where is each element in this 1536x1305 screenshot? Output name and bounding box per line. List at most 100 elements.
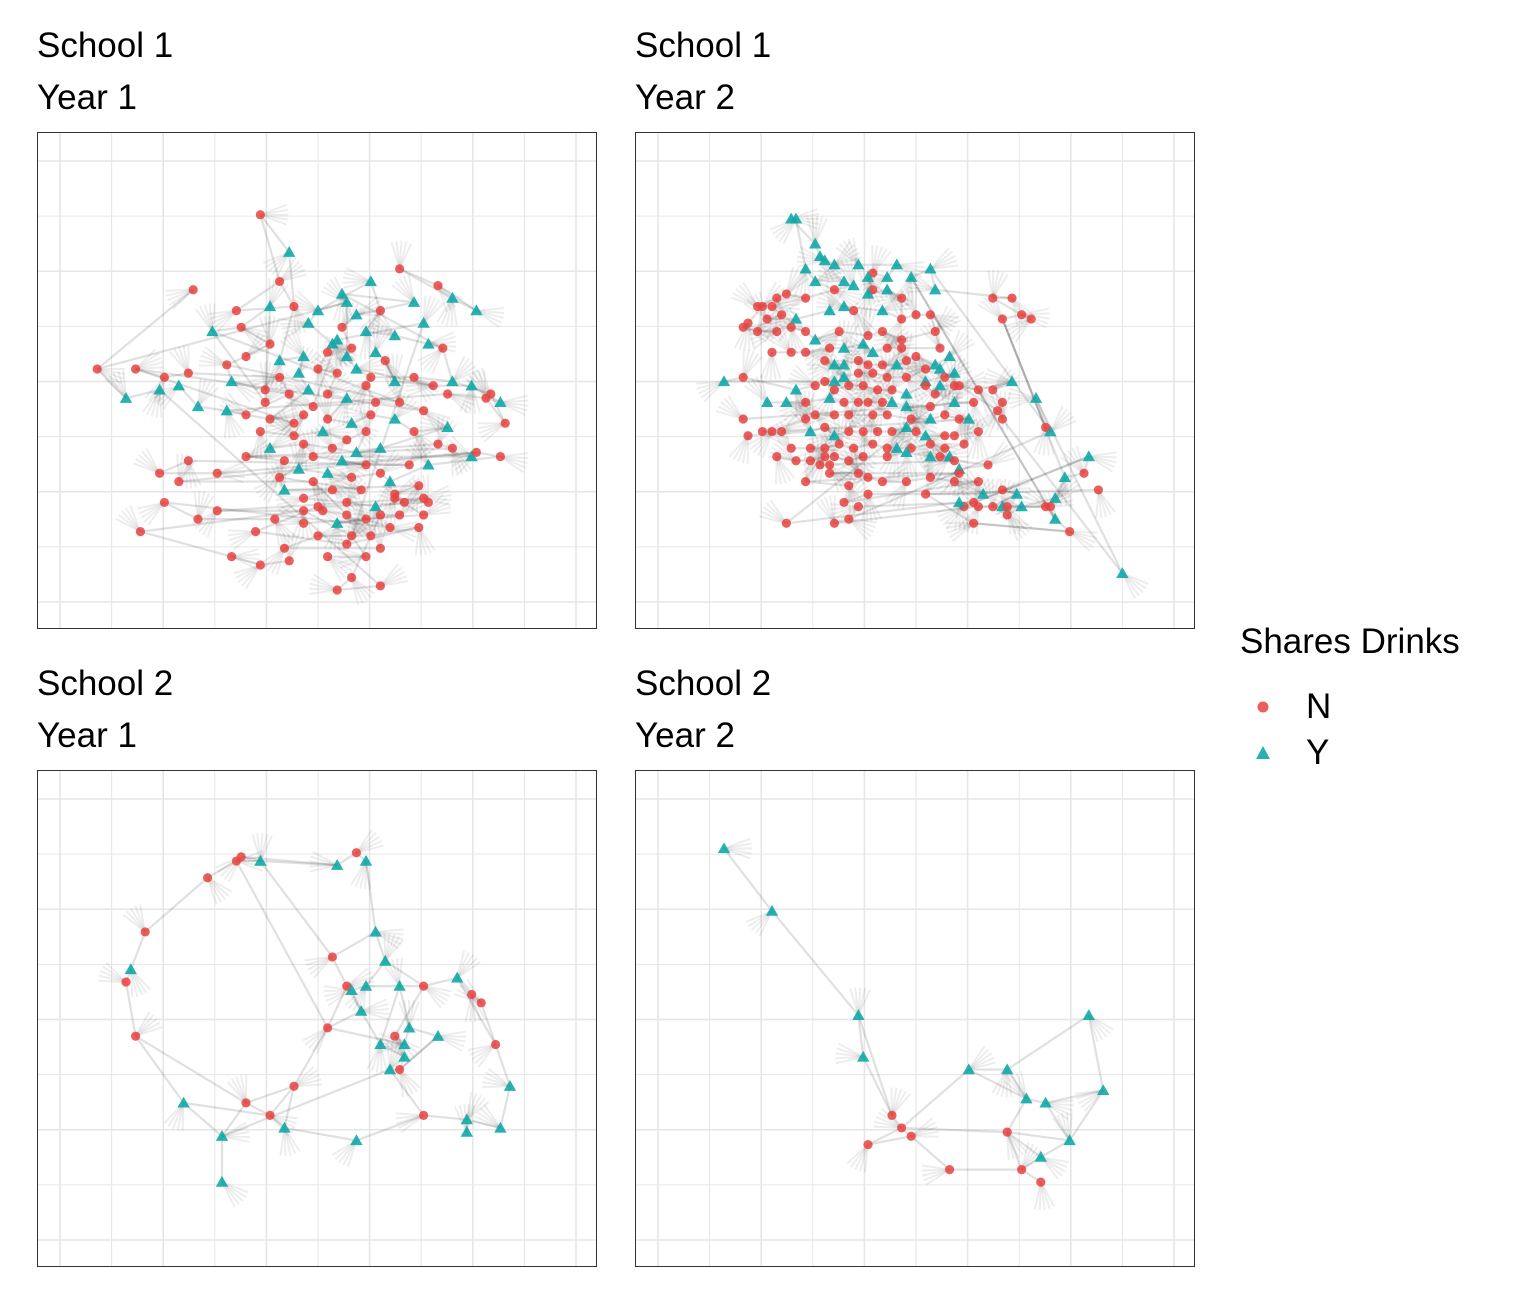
edge-stub <box>466 1097 486 1121</box>
edge-stub <box>954 480 983 488</box>
edge-stub <box>1067 449 1085 474</box>
edge-stub <box>405 384 434 393</box>
edge-stub <box>768 333 792 354</box>
edge-stub <box>873 295 902 300</box>
edge <box>413 426 448 433</box>
edge <box>781 417 969 433</box>
edge-stub <box>413 431 423 459</box>
edge-stub <box>197 386 220 408</box>
edge-stub <box>884 480 908 501</box>
edge-stub <box>806 408 835 416</box>
edge-stub <box>346 481 367 504</box>
edge-stub <box>992 368 1013 391</box>
edge-stub <box>741 435 749 464</box>
edge-stub <box>916 447 945 451</box>
node-y <box>1034 1150 1047 1162</box>
node-y <box>837 341 851 353</box>
edge <box>857 1015 865 1058</box>
node-n <box>419 1110 429 1121</box>
edge-stub <box>500 455 528 465</box>
edge-stub <box>843 341 862 366</box>
edge-stub <box>138 904 147 933</box>
edge-stub <box>984 380 1013 385</box>
edge <box>350 514 382 578</box>
node-n <box>366 531 376 541</box>
edge <box>374 931 387 962</box>
edge-stub <box>231 555 259 566</box>
edge-stub <box>273 518 286 546</box>
node-y <box>398 1050 411 1062</box>
edge-stub <box>806 347 831 366</box>
edge-stub <box>815 279 845 283</box>
edge-stub <box>953 480 973 505</box>
edge-stub <box>500 401 528 412</box>
edge-stub <box>260 203 287 216</box>
edge-stub <box>245 331 261 357</box>
edge-stub <box>240 1075 247 1104</box>
edge-stub <box>1006 514 1031 533</box>
edge-stub <box>499 455 525 474</box>
edge-stub <box>824 372 852 383</box>
edge-stub <box>282 336 305 358</box>
edge-stub <box>112 372 127 399</box>
edge-stub <box>818 364 845 379</box>
edge-stub <box>437 285 453 311</box>
edge-stub <box>838 417 850 445</box>
edge-stub <box>98 974 127 983</box>
edge-stub <box>846 1143 869 1165</box>
network-plot <box>636 771 1194 1266</box>
edge <box>298 467 328 475</box>
edge-stub <box>405 485 420 512</box>
node-n <box>973 476 983 487</box>
edge-stub <box>324 989 352 998</box>
edge-stub <box>293 1073 320 1088</box>
node-n <box>289 301 299 312</box>
edge-stub <box>958 418 974 444</box>
edge-stub <box>774 298 778 327</box>
grid <box>38 771 596 1266</box>
edge-stub <box>408 445 431 466</box>
edge <box>293 430 323 437</box>
edge-stub <box>350 576 369 602</box>
edge-stub <box>129 505 142 532</box>
node-n <box>853 468 863 478</box>
edge-stub <box>218 409 247 416</box>
edge <box>968 1068 1027 1100</box>
edge-stub <box>859 308 869 336</box>
edge-stub <box>345 478 363 503</box>
edge-stub <box>332 439 348 465</box>
node-n <box>308 401 318 412</box>
node-n <box>945 1165 955 1175</box>
edge-stub <box>374 326 389 353</box>
edge-stub <box>847 485 856 514</box>
edge-stub <box>795 364 816 387</box>
edge-stub <box>780 325 793 353</box>
edge-stub <box>824 496 836 524</box>
edge-stub <box>882 471 910 483</box>
edge <box>207 860 237 879</box>
edge-stub <box>1069 530 1094 548</box>
edge <box>259 214 281 282</box>
node-n <box>275 472 285 483</box>
edge-stub <box>294 384 314 408</box>
edge-stub <box>375 389 402 404</box>
node-n <box>863 489 873 499</box>
edge-stub <box>735 288 759 308</box>
node-y <box>1001 1063 1014 1075</box>
edge-stub <box>743 302 768 320</box>
edge-stub <box>855 309 869 337</box>
edge-stub <box>447 393 474 406</box>
edge-stub <box>991 402 1004 429</box>
node-n <box>241 410 251 420</box>
edge-stub <box>770 446 797 462</box>
node-n <box>983 460 993 470</box>
edge-stub <box>419 421 448 429</box>
edge-stub <box>124 507 142 533</box>
edge-stub <box>349 515 372 537</box>
node-n <box>930 326 940 337</box>
edge-stub <box>187 460 198 488</box>
edge-stub <box>1005 318 1032 332</box>
edge-stub <box>853 415 879 433</box>
edge-stub <box>405 447 429 466</box>
node-y <box>119 391 133 403</box>
